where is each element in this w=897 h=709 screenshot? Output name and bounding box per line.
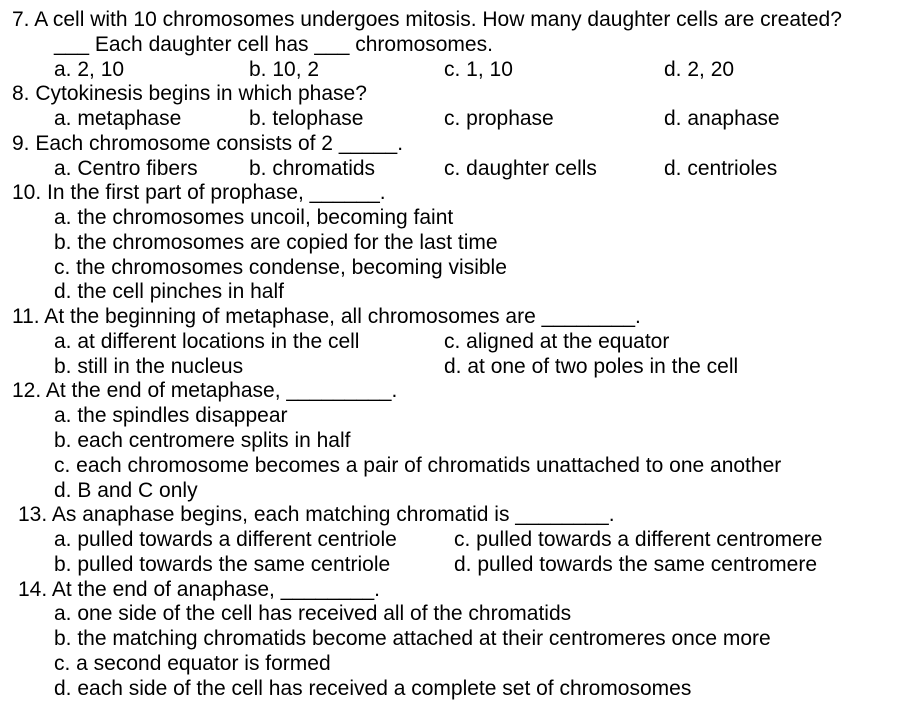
question-8: 8. Cytokinesis begins in which phase? a.… <box>12 82 885 132</box>
question-13: 13. As anaphase begins, each matching ch… <box>12 503 885 577</box>
question-7-option-a: a. 2, 10 <box>54 58 249 83</box>
question-11-text: 11. At the beginning of metaphase, all c… <box>12 305 885 330</box>
question-7-options: a. 2, 10 b. 10, 2 c. 1, 10 d. 2, 20 <box>12 58 885 83</box>
question-10-option-d: d. the cell pinches in half <box>54 280 885 305</box>
question-13-text: 13. As anaphase begins, each matching ch… <box>12 503 885 528</box>
question-12: 12. At the end of metaphase, _________. … <box>12 379 885 503</box>
question-8-option-a: a. metaphase <box>54 107 249 132</box>
question-9-option-c: c. daughter cells <box>444 157 664 182</box>
question-12-option-d: d. B and C only <box>54 479 885 504</box>
question-13-option-a: a. pulled towards a different centriole <box>54 528 454 553</box>
question-8-text: 8. Cytokinesis begins in which phase? <box>12 82 885 107</box>
question-7-text-cont: ___ Each daughter cell has ___ chromosom… <box>12 33 885 58</box>
question-11-option-a: a. at different locations in the cell <box>54 330 444 355</box>
question-8-option-c: c. prophase <box>444 107 664 132</box>
question-11-option-b: b. still in the nucleus <box>54 355 444 380</box>
question-13-options: a. pulled towards a different centriole … <box>12 528 885 578</box>
question-14-option-a: a. one side of the cell has received all… <box>54 602 885 627</box>
question-14-option-c: c. a second equator is formed <box>54 652 885 677</box>
question-8-option-b: b. telophase <box>249 107 444 132</box>
question-10-text: 10. In the first part of prophase, _____… <box>12 181 885 206</box>
question-12-options: a. the spindles disappear b. each centro… <box>12 404 885 503</box>
question-9: 9. Each chromosome consists of 2 _____. … <box>12 132 885 182</box>
question-10-options: a. the chromosomes uncoil, becoming fain… <box>12 206 885 305</box>
question-14-text: 14. At the end of anaphase, ________. <box>12 578 885 603</box>
question-7-text: 7. A cell with 10 chromosomes undergoes … <box>12 8 885 33</box>
question-12-option-c: c. each chromosome becomes a pair of chr… <box>54 454 885 479</box>
question-7-option-d: d. 2, 20 <box>664 58 844 83</box>
question-11-options: a. at different locations in the cell b.… <box>12 330 885 380</box>
question-10-option-a: a. the chromosomes uncoil, becoming fain… <box>54 206 885 231</box>
question-9-options: a. Centro fibers b. chromatids c. daught… <box>12 157 885 182</box>
question-14: 14. At the end of anaphase, ________. a.… <box>12 578 885 702</box>
question-7: 7. A cell with 10 chromosomes undergoes … <box>12 8 885 82</box>
question-9-option-b: b. chromatids <box>249 157 444 182</box>
question-12-option-b: b. each centromere splits in half <box>54 429 885 454</box>
question-9-text: 9. Each chromosome consists of 2 _____. <box>12 132 885 157</box>
question-12-option-a: a. the spindles disappear <box>54 404 885 429</box>
question-10-option-b: b. the chromosomes are copied for the la… <box>54 231 885 256</box>
question-14-option-b: b. the matching chromatids become attach… <box>54 627 885 652</box>
question-13-option-d: d. pulled towards the same centromere <box>454 553 854 578</box>
question-8-options: a. metaphase b. telophase c. prophase d.… <box>12 107 885 132</box>
question-11-option-d: d. at one of two poles in the cell <box>444 355 834 380</box>
question-10: 10. In the first part of prophase, _____… <box>12 181 885 305</box>
question-10-option-c: c. the chromosomes condense, becoming vi… <box>54 256 885 281</box>
question-11: 11. At the beginning of metaphase, all c… <box>12 305 885 379</box>
question-9-option-a: a. Centro fibers <box>54 157 249 182</box>
question-13-option-c: c. pulled towards a different centromere <box>454 528 854 553</box>
question-9-option-d: d. centrioles <box>664 157 844 182</box>
question-7-option-c: c. 1, 10 <box>444 58 664 83</box>
question-7-option-b: b. 10, 2 <box>249 58 444 83</box>
question-8-option-d: d. anaphase <box>664 107 844 132</box>
question-14-option-d: d. each side of the cell has received a … <box>54 677 885 702</box>
question-11-option-c: c. aligned at the equator <box>444 330 834 355</box>
question-13-option-b: b. pulled towards the same centriole <box>54 553 454 578</box>
question-12-text: 12. At the end of metaphase, _________. <box>12 379 885 404</box>
question-14-options: a. one side of the cell has received all… <box>12 602 885 701</box>
